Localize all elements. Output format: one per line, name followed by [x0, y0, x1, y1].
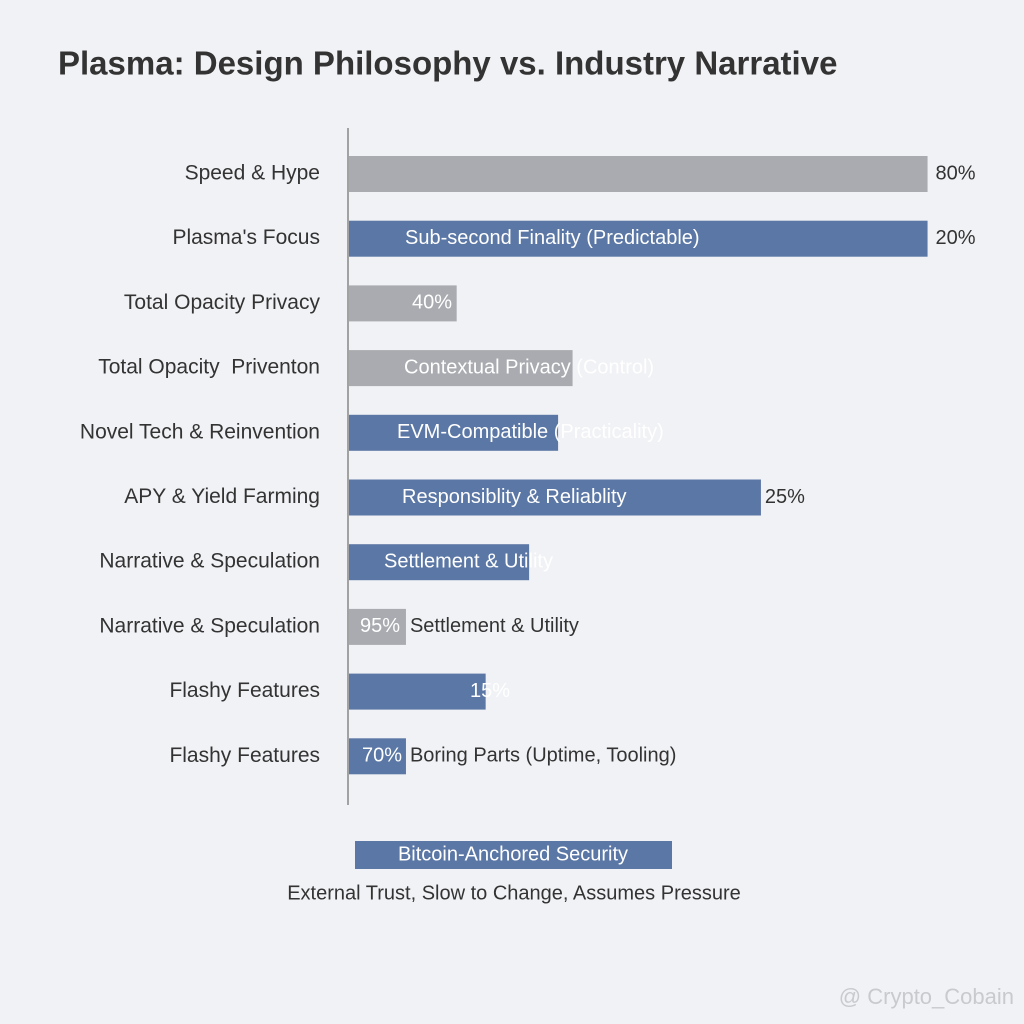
y-tick-label: Total Opacity Priventon	[98, 356, 320, 379]
bar-inner-label: EVM-Compatible (Practicality)	[397, 421, 664, 443]
bar-inner-label: 70%	[362, 745, 402, 767]
bar	[349, 479, 761, 516]
bar-inner-label: Sub-second Finality (Predictable)	[405, 227, 700, 249]
bar-inner-label: 95%	[360, 615, 400, 637]
bar	[349, 220, 928, 257]
bar-inner-label: 40%	[412, 292, 452, 314]
y-tick-label: Plasma's Focus	[172, 226, 320, 249]
legend-caption: External Trust, Slow to Change, Assumes …	[287, 882, 741, 904]
bar	[349, 738, 406, 775]
y-tick-label: Narrative & Speculation	[99, 614, 320, 637]
bar-outer-label: 25%	[765, 486, 805, 508]
y-tick-label: Speed & Hype	[185, 162, 320, 185]
y-tick-label: Novel Tech & Reinvention	[80, 420, 320, 443]
bar-outer-label: Boring Parts (Uptime, Tooling)	[410, 745, 676, 767]
y-tick-label: Total Opacity Privacy	[124, 291, 321, 314]
y-tick-label: Narrative & Speculation	[99, 550, 320, 573]
bar	[349, 673, 486, 710]
y-tick-label: Flashy Features	[169, 744, 320, 767]
bar	[349, 608, 406, 645]
chart-title: Plasma: Design Philosophy vs. Industry N…	[58, 45, 837, 82]
watermark: @ Crypto_Cobain	[839, 984, 1014, 1009]
bar	[349, 544, 530, 581]
bar-inner-label: Settlement & Utility	[384, 550, 553, 572]
bar	[349, 285, 457, 322]
bar-inner-label: 15%	[470, 680, 510, 702]
bar	[349, 156, 928, 192]
bar	[349, 350, 573, 387]
bar-inner-label: Responsiblity & Reliablity	[402, 486, 627, 508]
bar-outer-label: 20%	[936, 227, 976, 249]
bar	[349, 414, 559, 451]
y-tick-label: APY & Yield Farming	[124, 485, 320, 508]
y-tick-label: Flashy Features	[169, 679, 320, 702]
legend-label: Bitcoin-Anchored Security	[398, 843, 628, 865]
legend-swatch	[355, 841, 672, 869]
bar-outer-label: Settlement & Utility	[410, 615, 579, 637]
bar-inner-label: Contextual Privacy (Control)	[404, 356, 654, 378]
bar-outer-label: 80%	[936, 162, 976, 184]
